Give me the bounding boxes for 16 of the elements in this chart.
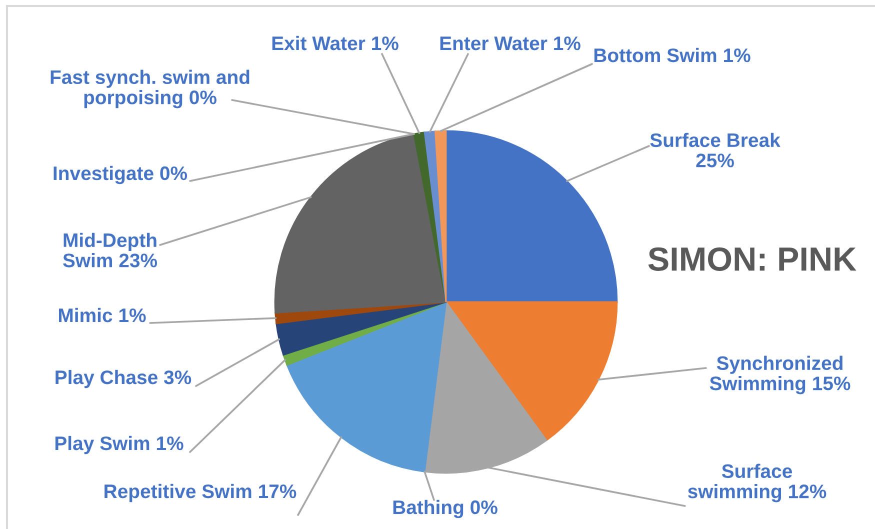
- slice-label: Exit Water 1%: [272, 36, 398, 50]
- slice-label: Bottom Swim 1%: [594, 48, 750, 62]
- category-label: Fast synch. swim and porpoising 0%: [50, 70, 250, 108]
- data-label: 25%: [696, 154, 734, 168]
- slice-label: Play Chase 3%: [56, 370, 192, 388]
- text: SIMON: PINK: [648, 247, 856, 271]
- slice-label: Play Swim 1%: [55, 436, 184, 454]
- slice-label: Repetitive Swim 17%: [104, 484, 296, 502]
- slice-label: Synchronized Swimming 15%: [710, 356, 850, 394]
- slice-label: Surface Break: [650, 132, 780, 148]
- slice-label: Mid-Depth Swim 23%: [63, 232, 158, 268]
- category-label: Investigate 0%: [54, 166, 188, 184]
- slice-label: Mimic 1%: [58, 308, 146, 322]
- legend-label: Bathing 0%: [393, 500, 498, 518]
- slice-label: Enter Water 1%: [440, 36, 580, 50]
- slice-label: Surface swimming 12%: [688, 464, 826, 502]
